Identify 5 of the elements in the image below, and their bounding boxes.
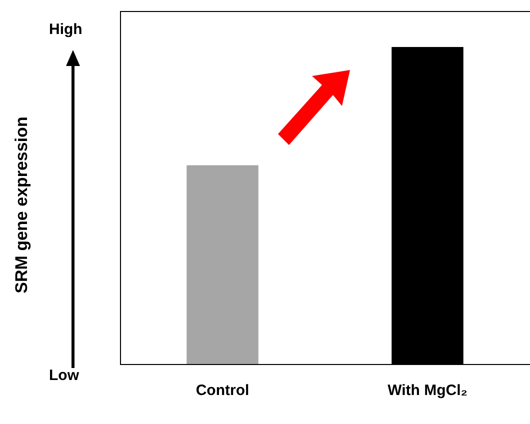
text: High [49, 21, 82, 38]
x-tick-label: Control [196, 382, 250, 400]
text: Low [49, 367, 79, 384]
text: SRM gene expression [12, 116, 32, 294]
x-tick-label: With MgCl₂ [388, 382, 468, 400]
